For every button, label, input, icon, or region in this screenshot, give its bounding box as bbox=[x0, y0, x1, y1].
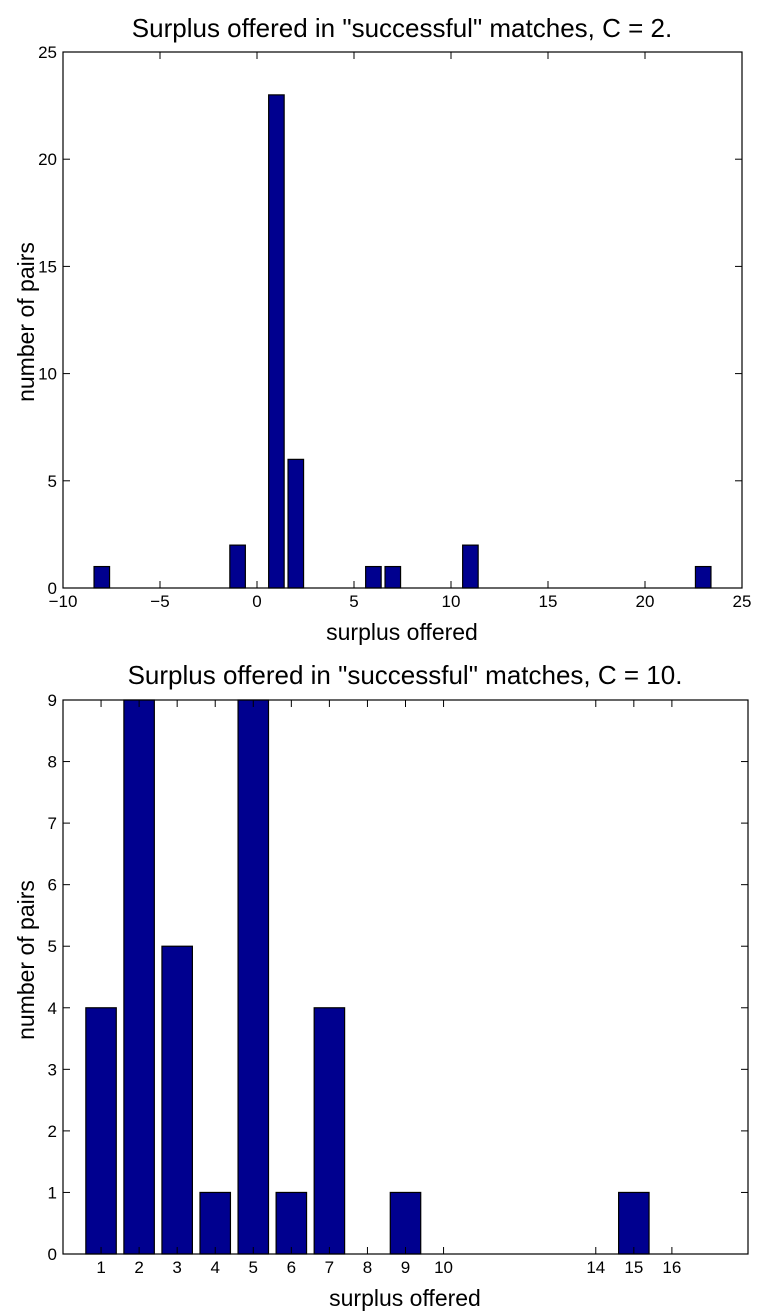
y-tick-label: 4 bbox=[48, 999, 57, 1018]
y-tick-label: 7 bbox=[48, 814, 57, 833]
chart-bottom-xlabel: surplus offered bbox=[329, 1285, 481, 1311]
chart-top: Surplus offered in "successful" matches,… bbox=[13, 13, 751, 645]
bar bbox=[123, 699, 155, 1255]
x-tick-label: −10 bbox=[49, 592, 78, 611]
y-tick-label: 9 bbox=[48, 691, 57, 710]
bar bbox=[287, 458, 305, 589]
x-tick-label: 6 bbox=[287, 1258, 296, 1277]
bar bbox=[93, 565, 111, 589]
bar bbox=[384, 565, 402, 589]
bar bbox=[199, 1191, 232, 1255]
x-tick-label: 9 bbox=[401, 1258, 410, 1277]
chart-bottom-ylabel: number of pairs bbox=[13, 880, 39, 1040]
x-tick-label: 25 bbox=[733, 592, 752, 611]
x-tick-label: 5 bbox=[349, 592, 358, 611]
y-tick-label: 6 bbox=[48, 876, 57, 895]
chart-bottom-title: Surplus offered in "successful" matches,… bbox=[128, 660, 683, 690]
x-tick-label: 16 bbox=[662, 1258, 681, 1277]
chart-top-xlabel: surplus offered bbox=[326, 619, 478, 645]
y-tick-label: 8 bbox=[48, 753, 57, 772]
x-tick-label: 8 bbox=[363, 1258, 372, 1277]
y-tick-label: 5 bbox=[48, 937, 57, 956]
chart-top-plot: −10 −5 0 5 10 15 20 25 0 5 10 15 20 25 bbox=[38, 43, 751, 611]
x-tick-label: 0 bbox=[252, 592, 261, 611]
bar bbox=[229, 544, 246, 589]
y-tick-label: 15 bbox=[38, 257, 57, 276]
bar bbox=[85, 1007, 117, 1255]
x-tick-label: −5 bbox=[150, 592, 169, 611]
plot-frame bbox=[62, 51, 743, 589]
bar bbox=[275, 1191, 308, 1255]
y-tick-label: 10 bbox=[38, 365, 57, 384]
bar bbox=[694, 565, 712, 589]
y-tick-label: 2 bbox=[48, 1122, 57, 1141]
y-tick-label: 0 bbox=[48, 579, 57, 598]
chart-bottom-plot: 1 2 3 4 5 6 7 8 9 10 14 15 16 0 1 2 3 4 5 6 7 8 9 bbox=[48, 691, 749, 1277]
bar bbox=[389, 1191, 422, 1255]
y-tick-label: 25 bbox=[38, 43, 57, 62]
x-tick-label: 15 bbox=[624, 1258, 643, 1277]
x-tick-label: 15 bbox=[539, 592, 558, 611]
x-tick-label: 4 bbox=[210, 1258, 219, 1277]
y-tick-label: 0 bbox=[48, 1245, 57, 1264]
bar bbox=[268, 94, 285, 589]
x-tick-label: 10 bbox=[434, 1258, 453, 1277]
x-tick-label: 7 bbox=[325, 1258, 334, 1277]
x-tick-label: 10 bbox=[442, 592, 461, 611]
x-tick-label: 14 bbox=[586, 1258, 605, 1277]
bar bbox=[313, 1007, 346, 1255]
bar bbox=[365, 565, 382, 589]
chart-top-title: Surplus offered in "successful" matches,… bbox=[132, 13, 672, 43]
y-tick-label: 1 bbox=[48, 1183, 57, 1202]
y-tick-label: 20 bbox=[38, 150, 57, 169]
y-tick-label: 5 bbox=[48, 472, 57, 491]
bar bbox=[161, 945, 193, 1255]
bar bbox=[618, 1191, 650, 1255]
chart-bottom: Surplus offered in "successful" matches,… bbox=[13, 660, 749, 1311]
x-tick-label: 3 bbox=[172, 1258, 181, 1277]
x-tick-label: 20 bbox=[636, 592, 655, 611]
chart-top-ylabel: number of pairs bbox=[13, 242, 39, 402]
y-tick-label: 3 bbox=[48, 1060, 57, 1079]
x-tick-label: 2 bbox=[134, 1258, 143, 1277]
x-tick-label: 1 bbox=[96, 1258, 105, 1277]
bar bbox=[462, 544, 479, 589]
bar bbox=[237, 699, 270, 1255]
x-tick-label: 5 bbox=[249, 1258, 258, 1277]
